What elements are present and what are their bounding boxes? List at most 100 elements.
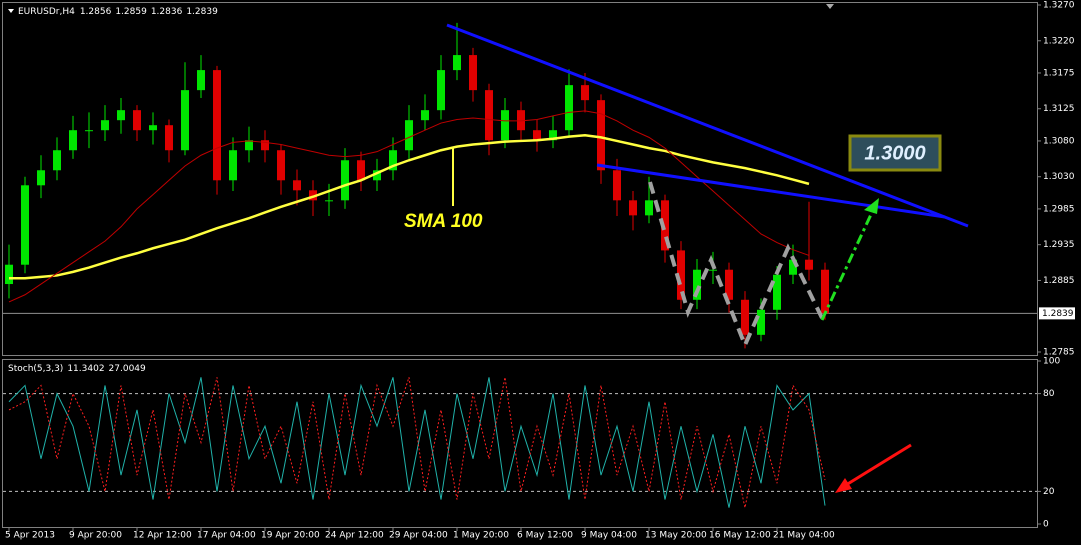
candle-body bbox=[613, 170, 621, 201]
y-tick-label: 1.3125 bbox=[1043, 104, 1075, 114]
ohlc-close: 1.2839 bbox=[186, 7, 218, 17]
x-tick-label: 24 Apr 12:00 bbox=[325, 531, 384, 541]
target-label: 1.3000 bbox=[864, 142, 925, 164]
ohlc-low: 1.2836 bbox=[151, 7, 183, 17]
candle-body bbox=[117, 110, 125, 121]
candle-body bbox=[805, 259, 813, 270]
candle-body bbox=[469, 55, 477, 91]
x-tick-label: 6 May 12:00 bbox=[517, 531, 573, 541]
stoch-line bbox=[8, 377, 826, 508]
current-price-label: 1.2839 bbox=[1042, 309, 1074, 319]
shift-marker bbox=[826, 4, 834, 9]
candle-body bbox=[389, 150, 397, 171]
candle-body bbox=[565, 85, 573, 131]
candle-body bbox=[501, 110, 509, 141]
candle-body bbox=[693, 269, 701, 300]
y-tick-label: 1.3220 bbox=[1043, 36, 1075, 46]
y-tick-label: 100 bbox=[1043, 357, 1060, 367]
candle-body bbox=[453, 55, 461, 71]
pattern-line bbox=[648, 181, 824, 351]
candle-body bbox=[725, 269, 733, 300]
x-tick-label: 21 May 04:00 bbox=[773, 531, 835, 541]
plot: 1.3270 1.3220 1.3175 1.3125 1.3080 1.3030 1.29… bbox=[3, 1, 1075, 541]
y-tick-label: 1.2935 bbox=[1043, 240, 1075, 250]
ohlc-high: 1.2859 bbox=[115, 7, 147, 17]
y-tick-label: 1.2885 bbox=[1043, 276, 1075, 286]
candle-body bbox=[549, 130, 557, 141]
candle-body bbox=[341, 160, 349, 201]
sma-label: SMA 100 bbox=[404, 211, 483, 232]
candle-body bbox=[309, 190, 317, 201]
arrow-head bbox=[835, 478, 852, 493]
trend-line bbox=[596, 163, 946, 219]
candle-body bbox=[645, 200, 653, 216]
y-tick-label: 1.3080 bbox=[1043, 136, 1075, 146]
y-tick-label: 80 bbox=[1043, 389, 1055, 399]
candle-body bbox=[741, 299, 749, 335]
moving-average bbox=[8, 110, 810, 303]
candle-body bbox=[181, 90, 189, 151]
y-tick-label: 0 bbox=[1043, 520, 1049, 530]
candle-body bbox=[677, 250, 685, 300]
x-tick-label: 9 Apr 20:00 bbox=[69, 531, 122, 541]
candle-body bbox=[21, 185, 29, 265]
candle-body bbox=[485, 90, 493, 141]
x-tick-label: 12 Apr 12:00 bbox=[133, 531, 192, 541]
candle-body bbox=[245, 140, 253, 151]
candle-body bbox=[581, 85, 589, 101]
y-tick-label: 1.3030 bbox=[1043, 172, 1075, 182]
x-tick-label: 29 Apr 04:00 bbox=[389, 531, 448, 541]
candle-body bbox=[789, 259, 797, 275]
y-tick-label: 1.3270 bbox=[1043, 1, 1075, 11]
candle-body bbox=[197, 70, 205, 91]
candle-body bbox=[773, 274, 781, 310]
x-tick-label: 17 Apr 04:00 bbox=[197, 531, 256, 541]
candle-body bbox=[325, 200, 333, 202]
y-tick-label: 20 bbox=[1043, 487, 1055, 497]
stoch-title: Stoch(5,3,3) bbox=[8, 364, 63, 374]
target-box bbox=[848, 134, 942, 172]
candle-body bbox=[229, 150, 237, 181]
y-tick-label: 1.3175 bbox=[1043, 68, 1075, 78]
candle-body bbox=[821, 269, 829, 314]
candle-body bbox=[149, 125, 157, 131]
x-tick-label: 5 Apr 2013 bbox=[5, 531, 55, 541]
arrow-head bbox=[864, 198, 879, 214]
candle-body bbox=[661, 200, 669, 251]
candle-body bbox=[757, 309, 765, 335]
candle-body bbox=[437, 70, 445, 111]
candle-body bbox=[293, 180, 301, 191]
candle-body bbox=[405, 120, 413, 151]
signal-arrow bbox=[845, 443, 912, 487]
candle-body bbox=[277, 150, 285, 181]
x-tick-label: 1 May 20:00 bbox=[453, 531, 509, 541]
ohlc-open: 1.2856 bbox=[80, 7, 112, 17]
stoch-line bbox=[8, 377, 826, 508]
candle-body bbox=[357, 160, 365, 181]
candle-body bbox=[709, 269, 717, 271]
candle-body bbox=[597, 100, 605, 171]
price-header: EURUSDr,H4 1.2856 1.2859 1.2836 1.2839 bbox=[18, 7, 218, 17]
trend-line bbox=[446, 23, 969, 228]
candle-body bbox=[629, 200, 637, 216]
price-pane bbox=[2, 2, 1038, 356]
x-tick-label: 13 May 20:00 bbox=[645, 531, 707, 541]
stoch-header: Stoch(5,3,3) 11.3402 27.0049 bbox=[8, 364, 146, 374]
y-tick-label: 1.2785 bbox=[1043, 348, 1075, 358]
x-tick-label: 9 May 04:00 bbox=[581, 531, 637, 541]
candle-body bbox=[133, 110, 141, 131]
x-tick-label: 16 May 12:00 bbox=[709, 531, 771, 541]
candle-body bbox=[5, 264, 13, 285]
candle-body bbox=[85, 130, 93, 132]
x-tick-label: 19 Apr 20:00 bbox=[261, 531, 320, 541]
candle-body bbox=[37, 170, 45, 186]
stoch-main-value: 11.3402 bbox=[67, 364, 104, 374]
candle-body bbox=[533, 130, 541, 141]
stoch-pane bbox=[2, 359, 1038, 528]
current-price-box bbox=[1039, 307, 1075, 320]
candle-body bbox=[165, 125, 173, 151]
candle-body bbox=[421, 110, 429, 121]
